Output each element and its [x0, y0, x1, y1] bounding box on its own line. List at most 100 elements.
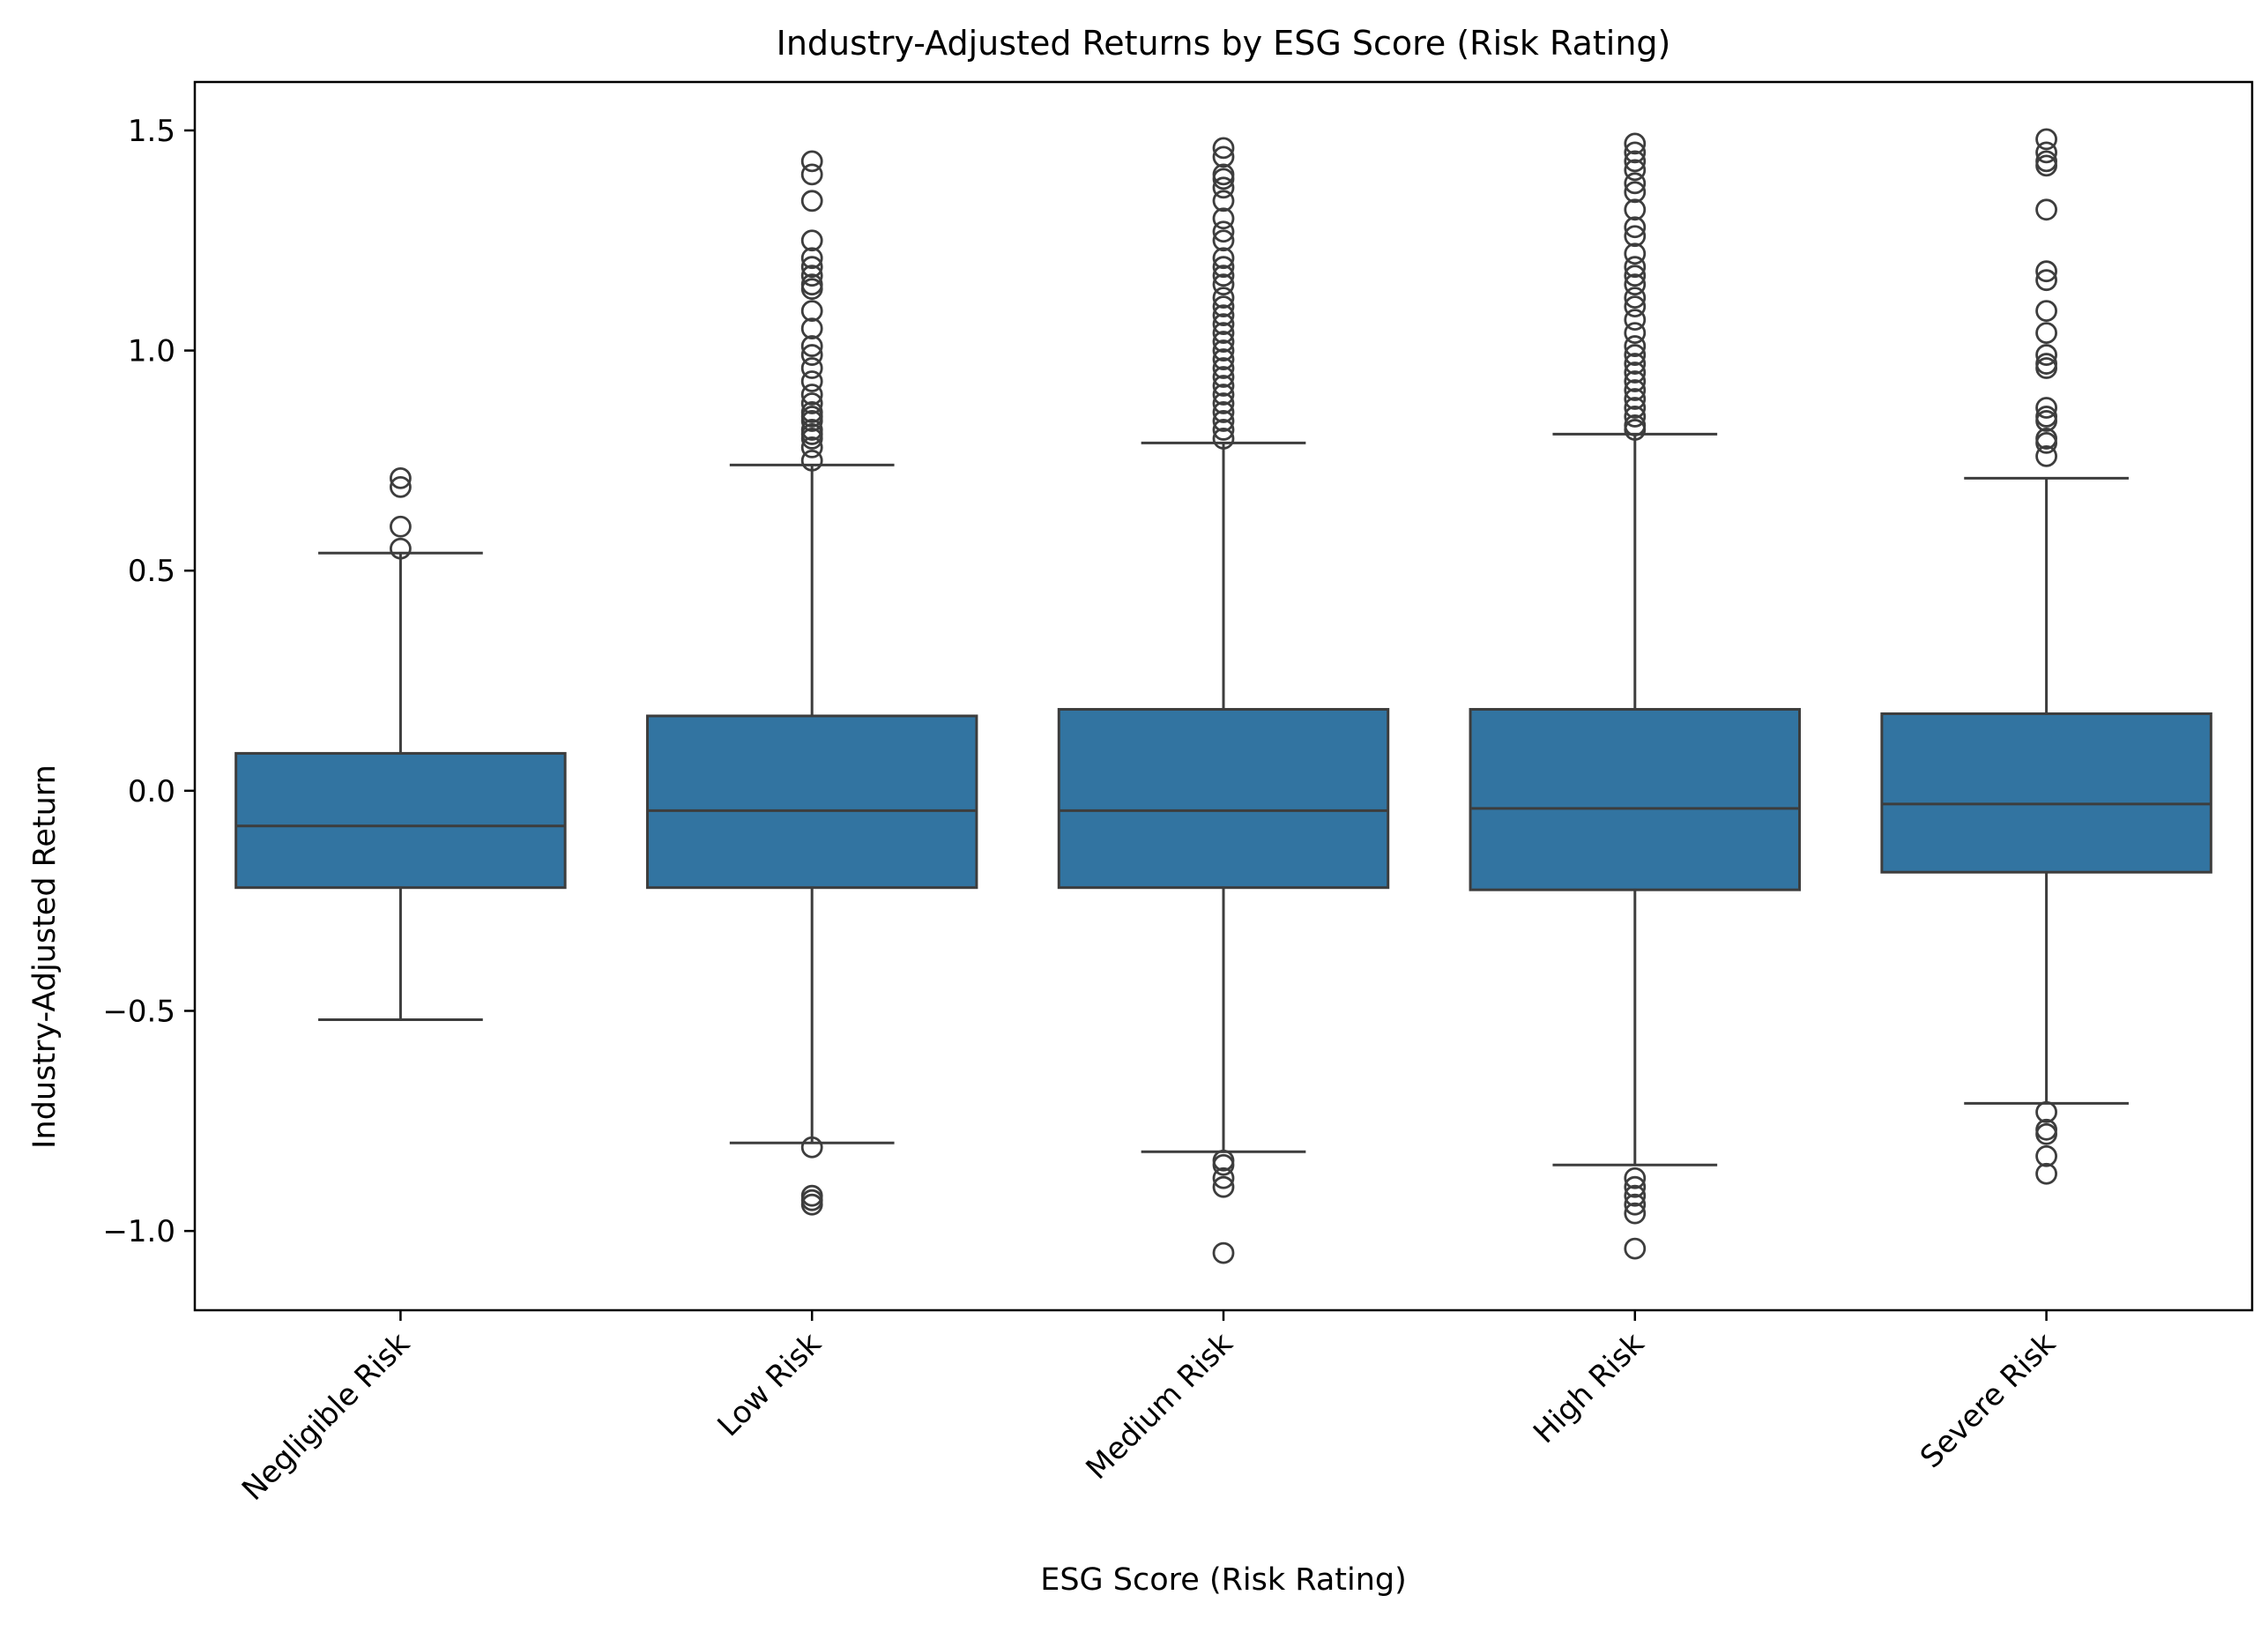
outlier-point	[2035, 1100, 2058, 1123]
iqr-box	[234, 751, 567, 890]
outlier-point	[800, 428, 823, 450]
outlier-point	[389, 537, 412, 560]
outlier-point	[1212, 265, 1235, 287]
outlier-point	[800, 256, 823, 279]
outlier-point	[1212, 401, 1235, 423]
y-tick-label: 0.5	[128, 554, 175, 589]
outlier-point	[2035, 154, 2058, 177]
outlier-point	[1624, 322, 1647, 344]
outlier-point	[1624, 1202, 1647, 1225]
x-axis-label: ESG Score (Risk Rating)	[1040, 1562, 1407, 1598]
outlier-point	[2035, 397, 2058, 419]
outlier-point	[1624, 1237, 1647, 1260]
outlier-point	[389, 515, 412, 538]
outlier-point	[1212, 256, 1235, 279]
outlier-point	[1212, 207, 1235, 230]
outlier-point	[1212, 366, 1235, 388]
outlier-point	[1212, 229, 1235, 252]
outlier-point	[2035, 1144, 2058, 1167]
outlier-point	[2035, 1162, 2058, 1185]
outlier-point	[1212, 287, 1235, 309]
outlier-point	[1624, 309, 1647, 332]
outlier-point	[2035, 357, 2058, 379]
outlier-point	[1212, 348, 1235, 370]
outlier-point	[1212, 176, 1235, 199]
outlier-point	[2035, 1122, 2058, 1145]
outlier-point	[1212, 384, 1235, 406]
outlier-point	[1212, 247, 1235, 270]
outlier-point	[1212, 1241, 1235, 1264]
outlier-point	[1212, 322, 1235, 344]
iqr-box	[1880, 712, 2212, 874]
outlier-point	[1624, 1184, 1647, 1207]
outlier-point	[1624, 1175, 1647, 1198]
outlier-point	[1624, 295, 1647, 318]
outlier-point	[1212, 428, 1235, 450]
outlier-point	[2035, 141, 2058, 164]
outlier-point	[2035, 269, 2058, 292]
outlier-point	[2035, 198, 2058, 221]
outlier-point	[800, 357, 823, 379]
outlier-point	[1624, 397, 1647, 419]
outlier-point	[1624, 256, 1647, 279]
outlier-point	[2035, 322, 2058, 344]
y-tick-label: 1.5	[128, 114, 175, 149]
outlier-point	[1212, 273, 1235, 296]
outlier-point	[800, 265, 823, 287]
outlier-point	[1212, 145, 1235, 168]
outlier-point	[800, 344, 823, 366]
outlier-point	[800, 392, 823, 414]
outlier-point	[2035, 300, 2058, 323]
outlier-point	[800, 300, 823, 323]
y-tick-label: −1.0	[102, 1214, 175, 1249]
outlier-point	[1212, 339, 1235, 362]
outlier-point	[2035, 444, 2058, 467]
outlier-point	[800, 247, 823, 270]
outlier-point	[2035, 410, 2058, 432]
outlier-point	[800, 163, 823, 186]
outlier-point	[1212, 375, 1235, 397]
outlier-point	[1624, 370, 1647, 392]
outlier-point	[1624, 216, 1647, 239]
outlier-point	[1624, 335, 1647, 357]
outlier-point	[800, 278, 823, 301]
outlier-point	[1624, 344, 1647, 366]
outlier-point	[1212, 220, 1235, 243]
outlier-point	[1624, 287, 1647, 309]
outlier-point	[1624, 353, 1647, 375]
outlier-point	[1212, 1175, 1235, 1198]
outlier-point	[1624, 388, 1647, 410]
outlier-point	[800, 335, 823, 357]
outlier-point	[2035, 260, 2058, 283]
outlier-point	[1624, 181, 1647, 204]
outlier-point	[2035, 128, 2058, 151]
outlier-point	[800, 384, 823, 406]
outlier-point	[1212, 304, 1235, 327]
chart-title: Industry-Adjusted Returns by ESG Score (…	[777, 24, 1671, 63]
outlier-point	[1624, 265, 1647, 287]
outlier-point	[1624, 362, 1647, 384]
outlier-point	[1624, 273, 1647, 296]
outlier-point	[1624, 159, 1647, 182]
y-tick-label: 0.0	[128, 774, 175, 809]
outlier-point	[1624, 1193, 1647, 1216]
outlier-point	[800, 410, 823, 432]
outlier-point	[2035, 344, 2058, 366]
outlier-point	[1212, 410, 1235, 432]
outlier-point	[800, 150, 823, 173]
outlier-point	[800, 370, 823, 392]
y-tick-label: −0.5	[102, 994, 175, 1029]
outlier-point	[800, 229, 823, 252]
outlier-point	[1212, 190, 1235, 212]
outlier-point	[800, 190, 823, 212]
outlier-point	[1624, 141, 1647, 164]
outlier-point	[1624, 172, 1647, 195]
outlier-point	[800, 1136, 823, 1159]
outlier-point	[1624, 379, 1647, 401]
iqr-box	[645, 714, 978, 890]
outlier-point	[389, 475, 412, 498]
outlier-point	[800, 1193, 823, 1216]
outlier-point	[1212, 137, 1235, 160]
